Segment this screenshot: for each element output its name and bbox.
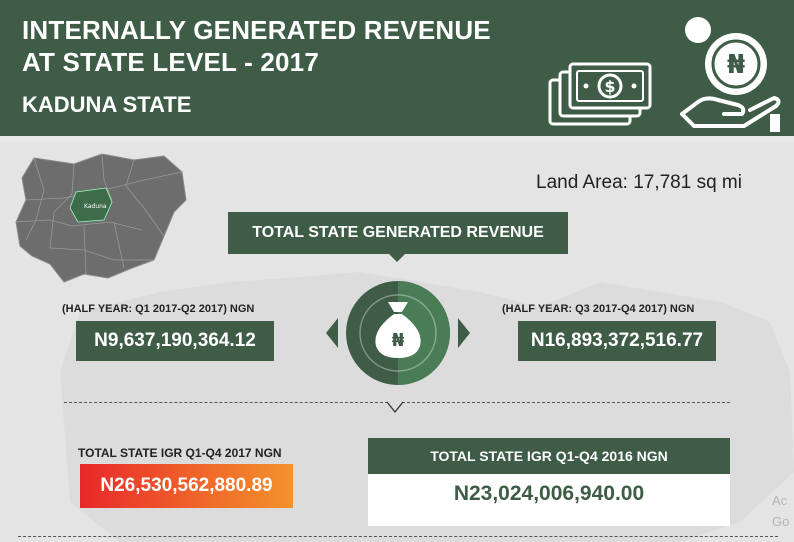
igr-2016-value: N23,024,006,940.00 — [453, 482, 645, 505]
money-stack-icon: $ — [548, 62, 652, 126]
land-area: Land Area: 17,781 sq mi — [536, 172, 742, 193]
banner-pointer — [389, 254, 405, 262]
watermark-line-2: Go — [772, 514, 790, 529]
map-state-label: Kaduna — [84, 203, 107, 210]
dashed-divider-bottom — [18, 536, 778, 537]
half-year-2-label: (HALF YEAR: Q3 2017-Q4 2017) NGN — [502, 303, 695, 315]
money-bag-icon: ₦ — [326, 281, 470, 385]
svg-text:₦: ₦ — [392, 330, 405, 351]
page-title: INTERNALLY GENERATED REVENUE AT STATE LE… — [22, 14, 491, 78]
header-banner: INTERNALLY GENERATED REVENUE AT STATE LE… — [0, 0, 794, 136]
coin-hand-icon: ₦ — [680, 17, 781, 132]
total-revenue-banner: TOTAL STATE GENERATED REVENUE — [228, 212, 568, 254]
half-year-1-label: (HALF YEAR: Q1 2017-Q2 2017) NGN — [62, 303, 255, 315]
igr-2017-label: TOTAL STATE IGR Q1-Q4 2017 NGN — [78, 446, 282, 460]
arrow-left-icon — [326, 318, 338, 348]
svg-text:₦: ₦ — [727, 50, 745, 80]
arrow-right-icon — [458, 318, 470, 348]
igr-2016-card: TOTAL STATE IGR Q1-Q4 2016 NGN N23,024,0… — [368, 438, 730, 526]
dashed-divider-left — [64, 402, 388, 403]
divider-band — [0, 136, 794, 142]
nigeria-map: Kaduna — [15, 153, 187, 283]
title-line-2: AT STATE LEVEL - 2017 — [22, 47, 320, 77]
kaduna-highlight — [69, 187, 113, 223]
state-name: KADUNA STATE — [22, 92, 192, 117]
title-line-1: INTERNALLY GENERATED REVENUE — [22, 15, 491, 45]
half-year-2-value: N16,893,372,516.77 — [518, 321, 716, 361]
svg-text:$: $ — [604, 77, 615, 96]
half-year-1-value: N9,637,190,364.12 — [76, 321, 274, 361]
watermark-line-1: Ac — [772, 493, 788, 508]
igr-2016-label: TOTAL STATE IGR Q1-Q4 2016 NGN — [368, 438, 730, 474]
dashed-divider-right — [402, 402, 730, 403]
activation-watermark: Ac Go — [772, 490, 789, 532]
chevron-down-icon — [386, 401, 404, 414]
igr-2017-value: N26,530,562,880.89 — [80, 464, 293, 508]
